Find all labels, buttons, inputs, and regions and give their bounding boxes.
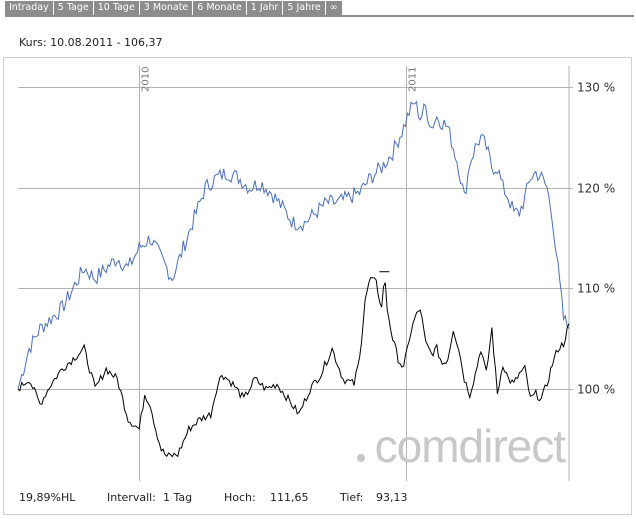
- y-tick-label: 130 %: [577, 81, 615, 95]
- tab-intraday[interactable]: Intraday: [5, 1, 54, 15]
- range-tabs: Intraday 5 Tage 10 Tage 3 Monate 6 Monat…: [5, 1, 343, 15]
- tab-6-monate[interactable]: 6 Monate: [193, 1, 247, 15]
- x-tick-label: 2010: [141, 67, 152, 92]
- watermark-comdirect: comdirect: [375, 420, 567, 472]
- tab-5-tage[interactable]: 5 Tage: [53, 1, 94, 15]
- tab-5-jahre[interactable]: 5 Jahre: [283, 1, 326, 15]
- hoch-value: 111,65: [270, 491, 309, 504]
- hoch-label: Hoch:: [224, 491, 256, 504]
- tief-label: Tief:: [340, 491, 364, 504]
- range-value: 19,89%HL: [19, 491, 76, 504]
- price-label: Kurs: 10.08.2011 - 106,37: [19, 36, 163, 49]
- y-tick-label: 110 %: [577, 282, 615, 296]
- y-tick-label: 100 %: [577, 383, 615, 397]
- series-lines: [17, 100, 570, 458]
- chart-frame: [3, 57, 632, 515]
- x-tick-label: 2011: [408, 67, 419, 92]
- chart-grid: [18, 66, 573, 481]
- series-line-black: [17, 277, 570, 458]
- series-line-blue: [17, 100, 570, 390]
- intervall-value: 1 Tag: [163, 491, 193, 504]
- tabs-underline: [5, 15, 634, 17]
- tab-10-tage[interactable]: 10 Tage: [93, 1, 140, 15]
- watermark-dot-icon: [357, 454, 365, 462]
- y-tick-label: 120 %: [577, 182, 615, 196]
- tief-value: 93,13: [376, 491, 408, 504]
- axis-labels: 100 % 110 % 120 % 130 % 2010 2011: [141, 67, 616, 397]
- tab-max[interactable]: ∞: [325, 1, 343, 15]
- tab-3-monate[interactable]: 3 Monate: [139, 1, 194, 15]
- tab-1-jahr[interactable]: 1 Jahr: [246, 1, 284, 15]
- intervall-label: Intervall:: [107, 491, 156, 504]
